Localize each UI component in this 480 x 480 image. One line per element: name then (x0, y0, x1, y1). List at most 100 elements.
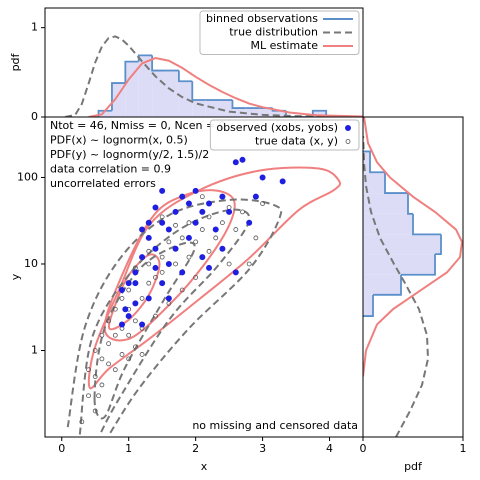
data-point (118, 321, 125, 328)
hist-bar (232, 108, 246, 117)
data-point (173, 261, 178, 267)
data-point (179, 193, 186, 200)
data-point (92, 374, 98, 379)
data-point (165, 295, 172, 302)
data-point (122, 306, 129, 313)
hist-bar (192, 100, 206, 117)
x-tick-label: 1 (460, 442, 467, 455)
data-point (119, 352, 125, 357)
hist-step (401, 254, 436, 276)
data-point (139, 352, 145, 357)
annotation: uncorrelated errors (50, 177, 156, 190)
data-point (226, 261, 232, 267)
legend: observed (xobs, yobs)true data (x, y) (209, 119, 360, 151)
hist-bar (98, 110, 112, 117)
hist-bar (219, 100, 233, 117)
contour (66, 198, 283, 436)
legend-label: ML estimate (250, 39, 318, 52)
data-point (239, 156, 246, 163)
data-point (172, 208, 179, 215)
data-point (153, 313, 158, 319)
data-point (220, 220, 225, 226)
data-point (259, 174, 266, 181)
legend-label: observed (xobs, yobs) (216, 121, 338, 134)
y-tick-label: 100 (17, 170, 38, 183)
hist-bar (363, 213, 413, 235)
data-point (166, 239, 172, 245)
hist-bar (363, 294, 373, 317)
data-point (132, 318, 138, 324)
legend-box (209, 119, 360, 151)
x-tick-label: 0 (58, 442, 65, 455)
data-point (146, 261, 152, 267)
data-point (99, 382, 105, 388)
data-point (173, 222, 178, 228)
legend-label: true data (x, y) (255, 135, 338, 148)
pdf-curve (363, 136, 430, 437)
data-point (165, 226, 172, 233)
data-point (199, 194, 205, 200)
data-point (159, 187, 166, 194)
data-point (106, 361, 111, 367)
x-tick-label: 3 (259, 442, 266, 455)
data-point (192, 187, 199, 194)
x-tick-label: 1 (125, 442, 132, 455)
hist-step (177, 70, 193, 83)
data-point (86, 393, 91, 399)
data-point (106, 341, 111, 347)
data-point (126, 287, 132, 293)
data-point (146, 248, 152, 254)
data-point (159, 214, 165, 220)
x-tick-label: 2 (192, 442, 199, 455)
data-point (159, 269, 165, 275)
hist-step (137, 54, 153, 62)
data-point (206, 264, 213, 271)
data-point (96, 393, 101, 399)
data-point (219, 193, 226, 200)
data-point (132, 280, 139, 287)
legend-box (199, 10, 360, 55)
data-point (199, 227, 205, 232)
data-point (179, 269, 186, 276)
annotation: Ntot = 46, Nmiss = 0, Ncen = 0 (50, 119, 226, 132)
data-point (145, 295, 152, 302)
legend-label: true distribution (229, 26, 318, 39)
data-point (279, 178, 286, 185)
data-point (199, 208, 206, 215)
data-point (252, 193, 259, 200)
data-point (132, 300, 139, 307)
data-point (112, 306, 118, 312)
data-point (213, 235, 219, 241)
hist-step (407, 193, 413, 215)
hist-bar (363, 193, 408, 214)
hist-bar (363, 254, 435, 275)
data-point (152, 264, 159, 271)
legend-label: binned observations (206, 12, 318, 25)
data-point (139, 321, 146, 328)
hist-bar (138, 55, 153, 117)
y-tick-label: 1 (31, 21, 38, 34)
y-tick-label: 10 (24, 257, 38, 270)
hist-bar (178, 81, 193, 117)
hist-bar (363, 172, 385, 194)
pdf-curve (64, 35, 363, 117)
data-point (226, 205, 232, 210)
data-point (179, 235, 185, 241)
data-point (246, 261, 252, 267)
data-point (146, 280, 152, 286)
data-point (152, 204, 159, 211)
data-point (145, 234, 152, 241)
data-point (118, 287, 125, 294)
data-point (193, 239, 199, 245)
hist-bar (152, 70, 166, 117)
x-tick-label: 0 (360, 442, 367, 455)
data-point (112, 332, 118, 338)
data-point (206, 200, 213, 207)
hist-step (384, 172, 408, 194)
data-point (179, 287, 185, 293)
data-point (199, 254, 206, 261)
data-point (139, 254, 146, 261)
data-point (186, 254, 192, 260)
